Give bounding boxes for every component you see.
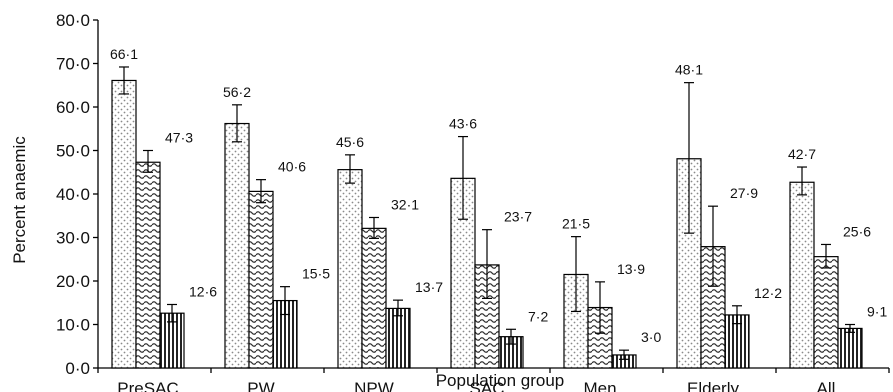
x-category-label: NPW [354, 379, 394, 392]
bar-group: 66·1 47·3 12·6 [110, 46, 217, 369]
data-label: 12·2 [754, 285, 782, 301]
bar-group: 42·7 25·6 9·1 [788, 146, 887, 369]
data-label: 25·6 [843, 223, 871, 239]
data-label: 13·7 [415, 279, 443, 295]
y-tick-label: 0·0 [65, 359, 90, 378]
y-tick-label: 80·0 [56, 11, 90, 30]
bar [837, 327, 863, 369]
data-label: 21·5 [562, 216, 590, 232]
bar-groups: 66·1 47·3 12·6 56·2 40·6 15·5 45·6 32·1 13·7 43·6… [110, 46, 887, 369]
bar-group: 45·6 32·1 13·7 [336, 134, 443, 369]
data-label: 56·2 [223, 84, 251, 100]
data-label: 40·6 [278, 159, 306, 175]
data-label: 47·3 [165, 130, 193, 146]
data-label: 12·6 [189, 283, 217, 299]
x-category-label: SAC [470, 379, 505, 392]
bar-group: 21·5 13·9 3·0 [562, 216, 661, 369]
y-tick-label: 70·0 [56, 55, 90, 74]
y-tick-label: 50·0 [56, 142, 90, 161]
bar [789, 181, 815, 369]
data-label: 43·6 [449, 116, 477, 132]
bar [224, 122, 250, 369]
data-label: 7·2 [528, 308, 548, 324]
data-label: 15·5 [302, 266, 330, 282]
bar [135, 161, 161, 369]
data-label: 42·7 [788, 146, 816, 162]
x-category-label: PreSAC [117, 379, 178, 392]
y-tick-label: 40·0 [56, 185, 90, 204]
bar [111, 79, 137, 369]
data-label: 27·9 [730, 185, 758, 201]
x-category-label: Elderly [687, 379, 739, 392]
data-label: 13·9 [617, 261, 645, 277]
data-label: 32·1 [391, 196, 419, 212]
bar [385, 307, 411, 369]
data-label: 3·0 [641, 329, 661, 345]
x-axis-title: Population group [436, 371, 565, 390]
data-label: 48·1 [675, 62, 703, 78]
y-tick-label: 20·0 [56, 272, 90, 291]
data-label: 23·7 [504, 209, 532, 225]
y-tick-label: 60·0 [56, 98, 90, 117]
data-label: 45·6 [336, 134, 364, 150]
y-axis-title: Percent anaemic [10, 136, 29, 264]
bar [337, 169, 363, 369]
bar [248, 190, 274, 369]
data-label: 9·1 [867, 304, 887, 320]
data-label: 66·1 [110, 46, 138, 62]
x-category-label: Men [583, 379, 616, 392]
x-category-label: PW [247, 379, 274, 392]
y-tick-label: 30·0 [56, 229, 90, 248]
bar [361, 227, 387, 369]
bar-group: 56·2 40·6 15·5 [223, 84, 330, 369]
bar-group: 43·6 23·7 7·2 [449, 116, 548, 369]
bar [813, 256, 839, 369]
y-tick-label: 10·0 [56, 316, 90, 335]
y-axis: 0·0 10·0 20·0 30·0 40·0 50·0 60·0 70·0 80·0 [56, 11, 99, 378]
bar-group: 48·1 27·9 12·2 [675, 62, 782, 369]
x-category-label: All [817, 379, 836, 392]
